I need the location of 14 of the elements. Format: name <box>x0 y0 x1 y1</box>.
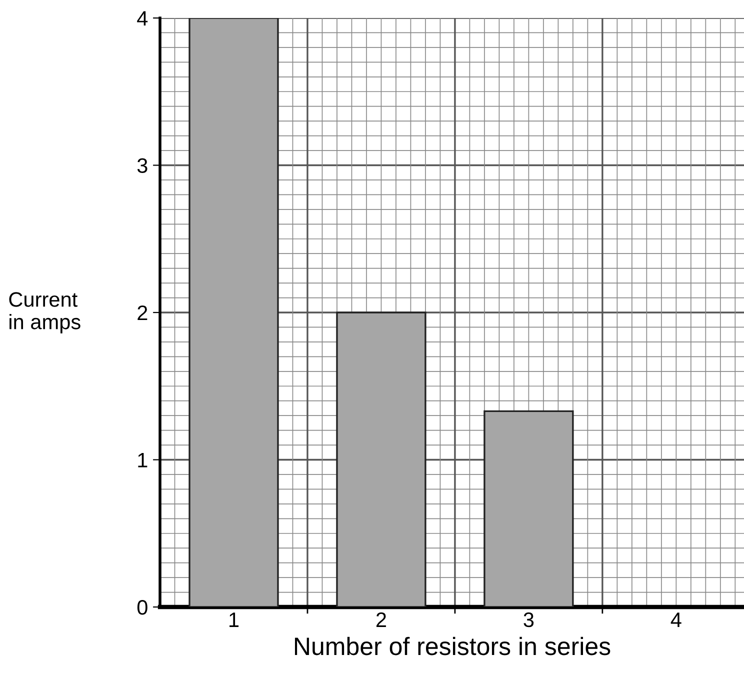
bar <box>336 312 426 607</box>
x-tick-label: 1 <box>230 612 239 627</box>
x-axis-title: Number of resistors in series <box>294 636 610 656</box>
bar <box>484 410 574 607</box>
y-tick-label: 2 <box>138 306 148 320</box>
y-tick-label: 4 <box>137 11 148 26</box>
bar <box>188 18 279 607</box>
x-tick-label: 4 <box>670 612 682 627</box>
y-tick-label: 0 <box>137 600 148 615</box>
y-axis-title: Current in amps <box>9 292 80 334</box>
y-tick-label: 1 <box>138 452 148 468</box>
x-tick-label: 2 <box>376 612 386 627</box>
x-tick-label: 3 <box>524 612 534 628</box>
y-tick-label: 3 <box>137 158 148 174</box>
